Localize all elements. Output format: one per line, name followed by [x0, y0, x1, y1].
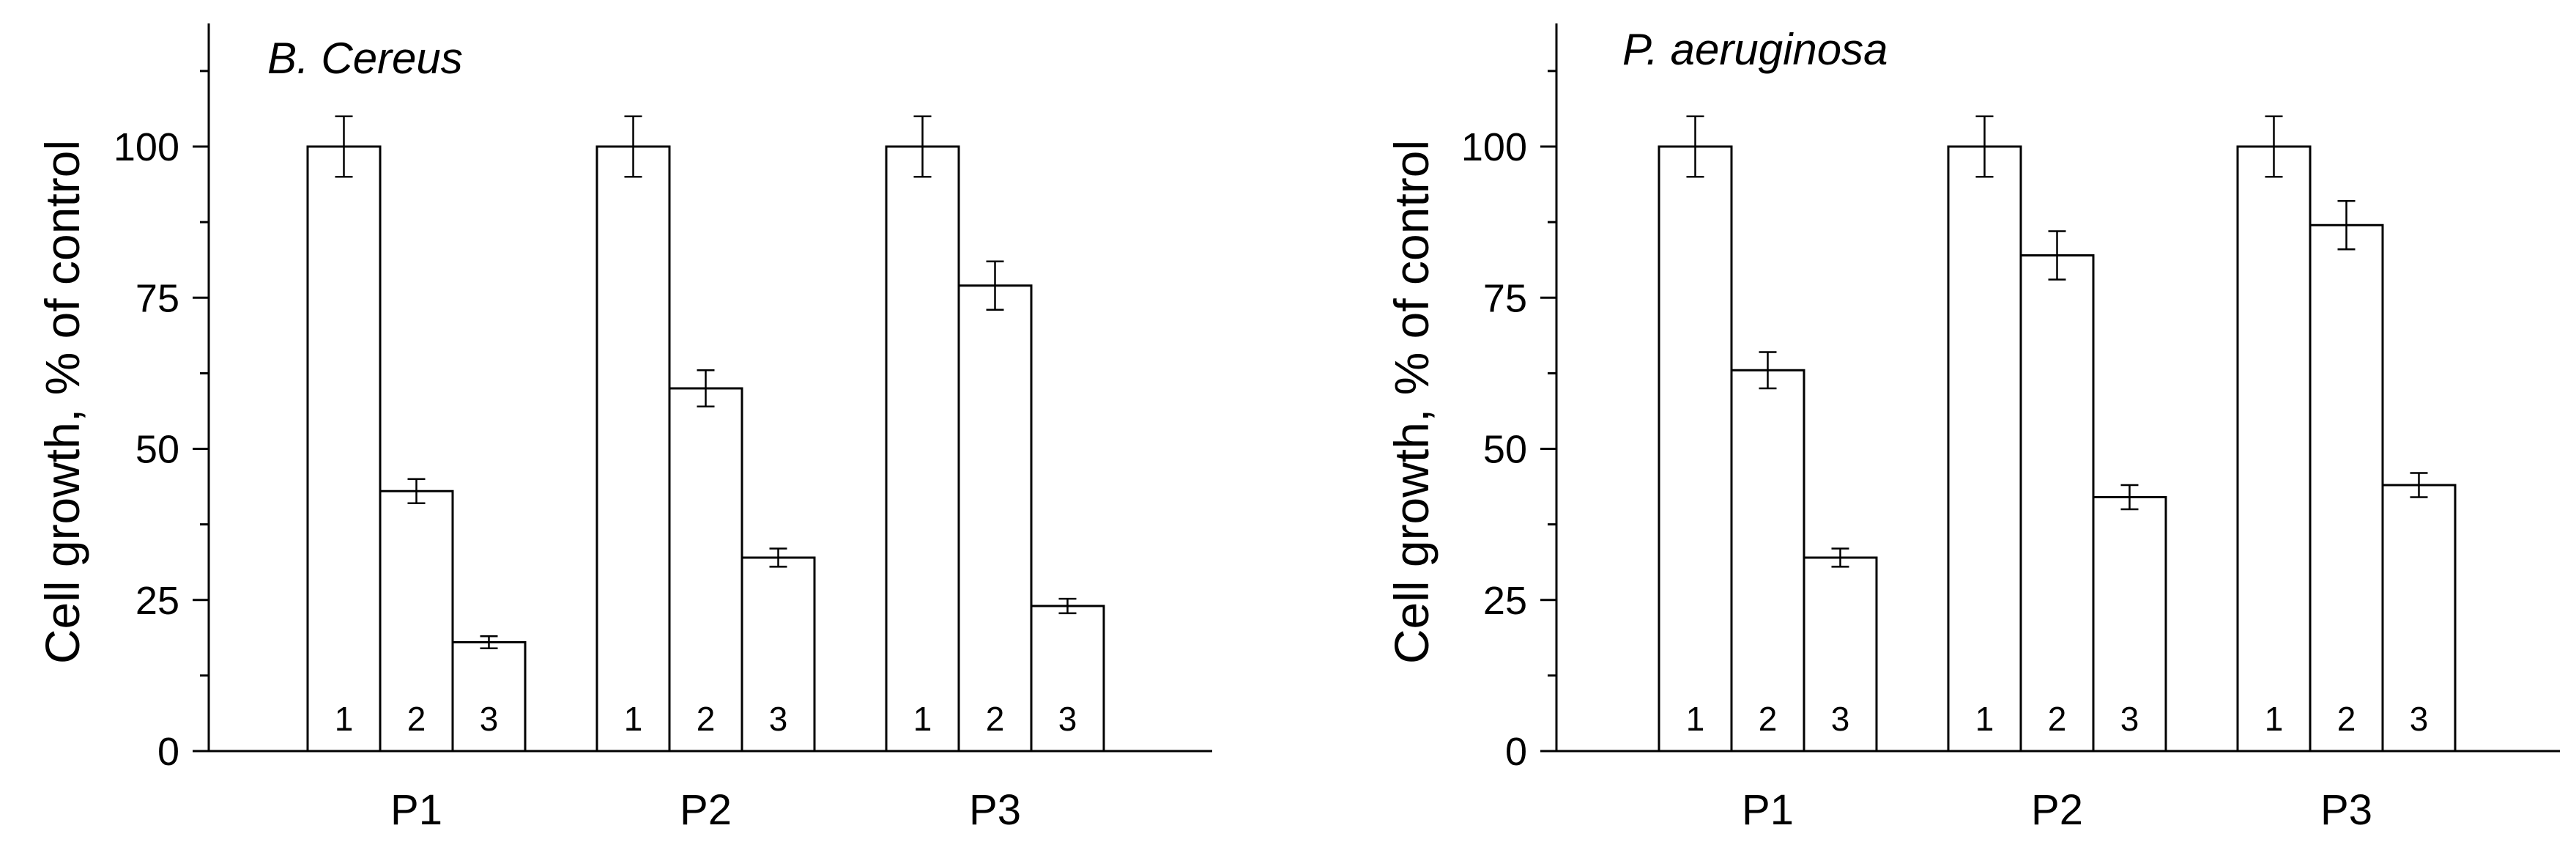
bar [2309, 223, 2384, 753]
bar-label: 3 [1831, 700, 1850, 738]
bar [379, 489, 454, 753]
y-tick-label: 75 [136, 276, 179, 320]
y-tick-label: 100 [114, 125, 179, 169]
x-category-label: P1 [1742, 786, 1794, 834]
bar-label: 1 [1975, 700, 1994, 738]
bar-label: 2 [1759, 700, 1778, 738]
panel-b-cereus: 0 25 50 75 100 Cell growth, % of control B. Ce… [35, 23, 1212, 834]
y-axis-title: Cell growth, % of control [35, 140, 89, 664]
y-tick-label: 75 [1483, 276, 1527, 320]
bar-label: 1 [2265, 700, 2284, 738]
bar-label: 3 [480, 700, 499, 738]
bar [957, 284, 1033, 753]
y-tick-label: 50 [136, 428, 179, 472]
bar [668, 387, 743, 753]
x-category-label: P2 [2031, 786, 2083, 834]
panel-p-aeruginosa: 0 25 50 75 100 Cell growth, % of control P. ae… [1384, 23, 2560, 834]
y-tick-label: 100 [1461, 125, 1527, 169]
bar [2381, 484, 2457, 753]
bar [595, 145, 671, 753]
bar [1030, 605, 1105, 753]
bar [1803, 556, 1878, 753]
bar-label: 1 [913, 700, 932, 738]
y-tick-label: 0 [157, 730, 179, 774]
bar-label: 1 [335, 700, 354, 738]
bar [306, 145, 382, 753]
bar [885, 145, 960, 753]
bar-label: 2 [986, 700, 1005, 738]
bar [1947, 145, 2022, 753]
panel-title: P. aeruginosa [1622, 25, 1888, 74]
bar-label: 1 [1686, 700, 1705, 738]
y-axis-title: Cell growth, % of control [1384, 140, 1439, 664]
bar-label: 3 [2120, 700, 2139, 738]
y-tick-label: 50 [1483, 428, 1527, 472]
bar [2092, 496, 2167, 753]
bar-label: 2 [407, 700, 426, 738]
y-tick-label: 0 [1505, 730, 1527, 774]
bar-label: 3 [2410, 700, 2429, 738]
bar-label: 3 [769, 700, 788, 738]
x-category-label: P3 [2320, 786, 2372, 834]
bar [2019, 254, 2095, 753]
x-category-label: P3 [969, 786, 1021, 834]
y-tick-label: 25 [136, 579, 179, 623]
panel-title: B. Cereus [267, 34, 463, 83]
bar [2236, 145, 2312, 753]
x-category-label: P1 [390, 786, 442, 834]
bar [1658, 145, 1733, 753]
bar-label: 1 [624, 700, 643, 738]
bar-label: 2 [2337, 700, 2356, 738]
x-category-label: P2 [680, 786, 732, 834]
bar-label: 3 [1058, 700, 1077, 738]
bar [1730, 369, 1805, 753]
y-tick-label: 25 [1483, 579, 1527, 623]
bar [740, 556, 816, 753]
bar-label: 2 [697, 700, 716, 738]
bar-label: 2 [2048, 700, 2067, 738]
